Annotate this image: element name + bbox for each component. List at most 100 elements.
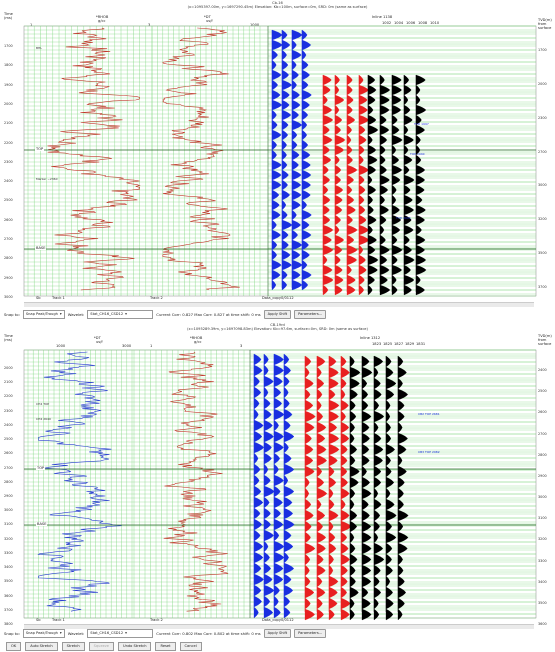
parameters-button-2[interactable]: Parameters... — [294, 628, 327, 638]
synthetic-wiggle — [263, 529, 274, 542]
synthetic-wiggle — [253, 540, 264, 553]
synthetic-wiggle — [281, 159, 288, 171]
parameters-button-1[interactable]: Parameters... — [294, 309, 327, 319]
auto-stretch-button[interactable]: Auto Stretch — [25, 641, 58, 651]
seismic-wiggle-black — [385, 377, 397, 390]
panel2-horizontal-scrollbar[interactable] — [24, 624, 534, 629]
seismic-wiggle-red — [328, 355, 337, 368]
panel2-tvd-tick-label: 2400 — [538, 368, 547, 372]
synthetic-wiggle — [301, 199, 307, 211]
synthetic-wiggle — [281, 279, 288, 291]
synthetic-wiggle — [281, 49, 287, 61]
chevron-down-icon: ▾ — [59, 630, 62, 635]
seismic-wiggle-red — [334, 134, 346, 146]
panel1-horizontal-scrollbar[interactable] — [24, 302, 534, 307]
seismic-wiggle-black — [397, 586, 406, 599]
panel1-plot-area[interactable] — [0, 0, 555, 318]
seismic-wiggle-red — [334, 84, 340, 96]
apply-shift-button-2[interactable]: Apply Shift — [263, 628, 292, 638]
panel2-subtitle: (x=1095289.39m, y=1697098.83m) Elevation… — [187, 327, 368, 331]
seismic-wiggle-red — [334, 204, 343, 216]
undo-stretch-button[interactable]: Undo Stretch — [117, 641, 152, 651]
synthetic-wiggle — [281, 79, 292, 91]
synthetic-wiggle — [271, 239, 278, 251]
seismic-wiggle-black — [349, 377, 360, 390]
seismic-wiggle-red — [346, 234, 355, 246]
synthetic-wiggle — [271, 209, 281, 221]
seismic-wiggle-red — [304, 586, 315, 599]
seismic-wiggle-red — [346, 74, 353, 86]
synthetic-wiggle — [271, 149, 277, 161]
seismic-wiggle-red — [346, 204, 356, 216]
panel2-title: CB-19rd — [270, 323, 285, 327]
synthetic-wiggle — [283, 562, 295, 575]
seismic-wiggle-black — [415, 274, 421, 286]
panel1-log2-unit: us/f — [206, 19, 213, 23]
seismic-wiggle-black — [403, 184, 411, 196]
panel1-track3-label[interactable]: Data_copy0/0112 — [262, 296, 294, 300]
seismic-wiggle-red — [358, 134, 367, 146]
panel2-plot-area[interactable] — [0, 322, 555, 634]
seismic-wiggle-black — [361, 465, 367, 478]
snap-select-2[interactable]: Snap Peak/Trough ▾ — [22, 628, 65, 638]
panel2-time-tick-label: 3700 — [4, 607, 13, 612]
panel2-annot-2: CH4 2640 — [36, 417, 51, 421]
seismic-wiggle-black — [361, 366, 373, 379]
panel2-time-tick-label: 2500 — [4, 437, 13, 442]
seismic-wiggle-red — [346, 104, 353, 116]
synthetic-wiggle — [301, 69, 310, 81]
log-curve-2 — [163, 351, 229, 612]
seismic-wiggle-black — [391, 204, 400, 216]
panel1-tab-sb[interactable]: Sb — [36, 296, 41, 300]
seismic-wiggle-black — [349, 432, 355, 445]
seismic-wiggle-red — [322, 154, 332, 166]
seismic-wiggle-black — [361, 553, 372, 566]
synthetic-wiggle — [291, 189, 302, 201]
wavelet-select-2[interactable]: Stat_CH16_CSD12 ▾ — [87, 628, 154, 638]
seismic-wiggle-black — [367, 254, 379, 266]
seismic-wiggle-red — [316, 520, 323, 533]
panel2-trace-label: 1827 — [394, 342, 404, 346]
panel1-track1-label[interactable]: Track 1 — [52, 296, 65, 300]
panel2-tvd-tick-label: 2900 — [538, 473, 547, 478]
dialog-buttons: OK Auto Stretch Stretch Squeeze Undo Str… — [0, 641, 555, 651]
seismic-wiggle-black — [349, 366, 361, 379]
seismic-wiggle-black — [385, 366, 394, 379]
synthetic-wiggle — [301, 109, 308, 121]
seismic-wiggle-black — [385, 498, 395, 511]
stretch-button[interactable]: Stretch — [61, 641, 85, 651]
panel2-inline-name: Inline 1312 — [360, 336, 381, 340]
apply-shift-button-1[interactable]: Apply Shift — [263, 309, 292, 319]
cancel-button[interactable]: Cancel — [179, 641, 202, 651]
seismic-wiggle-black — [379, 244, 390, 256]
panel1-annot-3: TVD 1997 — [414, 122, 429, 126]
panel2-track3-label[interactable]: Data_copy0/0112 — [262, 618, 294, 622]
synthetic-wiggle — [281, 129, 288, 141]
panel2-tab-sb[interactable]: Sb — [36, 618, 41, 622]
panel2-annot-4: CB3 TOP 2982 — [418, 450, 440, 454]
wavelet-select-1[interactable]: Stat_CH16_CSD12 ▾ — [87, 309, 154, 319]
seismic-wiggle-red — [316, 377, 325, 390]
seismic-wiggle-black — [373, 443, 384, 456]
seismic-wiggle-black — [415, 74, 426, 86]
synthetic-wiggle — [281, 149, 287, 161]
panel2-track2-label[interactable]: Track 2 — [150, 618, 163, 622]
panel1-log1-min: 1 — [30, 23, 33, 27]
panel1-annot-1: BHL — [36, 46, 42, 50]
panel2-trace-label: 1831 — [416, 342, 426, 346]
reset-button[interactable]: Reset — [155, 641, 176, 651]
squeeze-button[interactable]: Squeeze — [88, 641, 114, 651]
panel2-track1-label[interactable]: Track 1 — [52, 618, 65, 622]
synthetic-wiggle — [291, 89, 300, 101]
seismic-wiggle-black — [349, 564, 356, 577]
seismic-wiggle-black — [391, 244, 403, 256]
synthetic-wiggle — [263, 507, 271, 520]
seismic-wiggle-red — [304, 410, 316, 423]
panel1-track2-label[interactable]: Track 2 — [150, 296, 163, 300]
seismic-wiggle-red — [334, 154, 340, 166]
synthetic-wiggle — [281, 239, 289, 251]
snap-select-1[interactable]: Snap Peak/Trough ▾ — [22, 309, 65, 319]
seismic-wiggle-black — [391, 264, 403, 276]
synthetic-wiggle — [253, 364, 263, 377]
ok-button[interactable]: OK — [6, 641, 22, 651]
